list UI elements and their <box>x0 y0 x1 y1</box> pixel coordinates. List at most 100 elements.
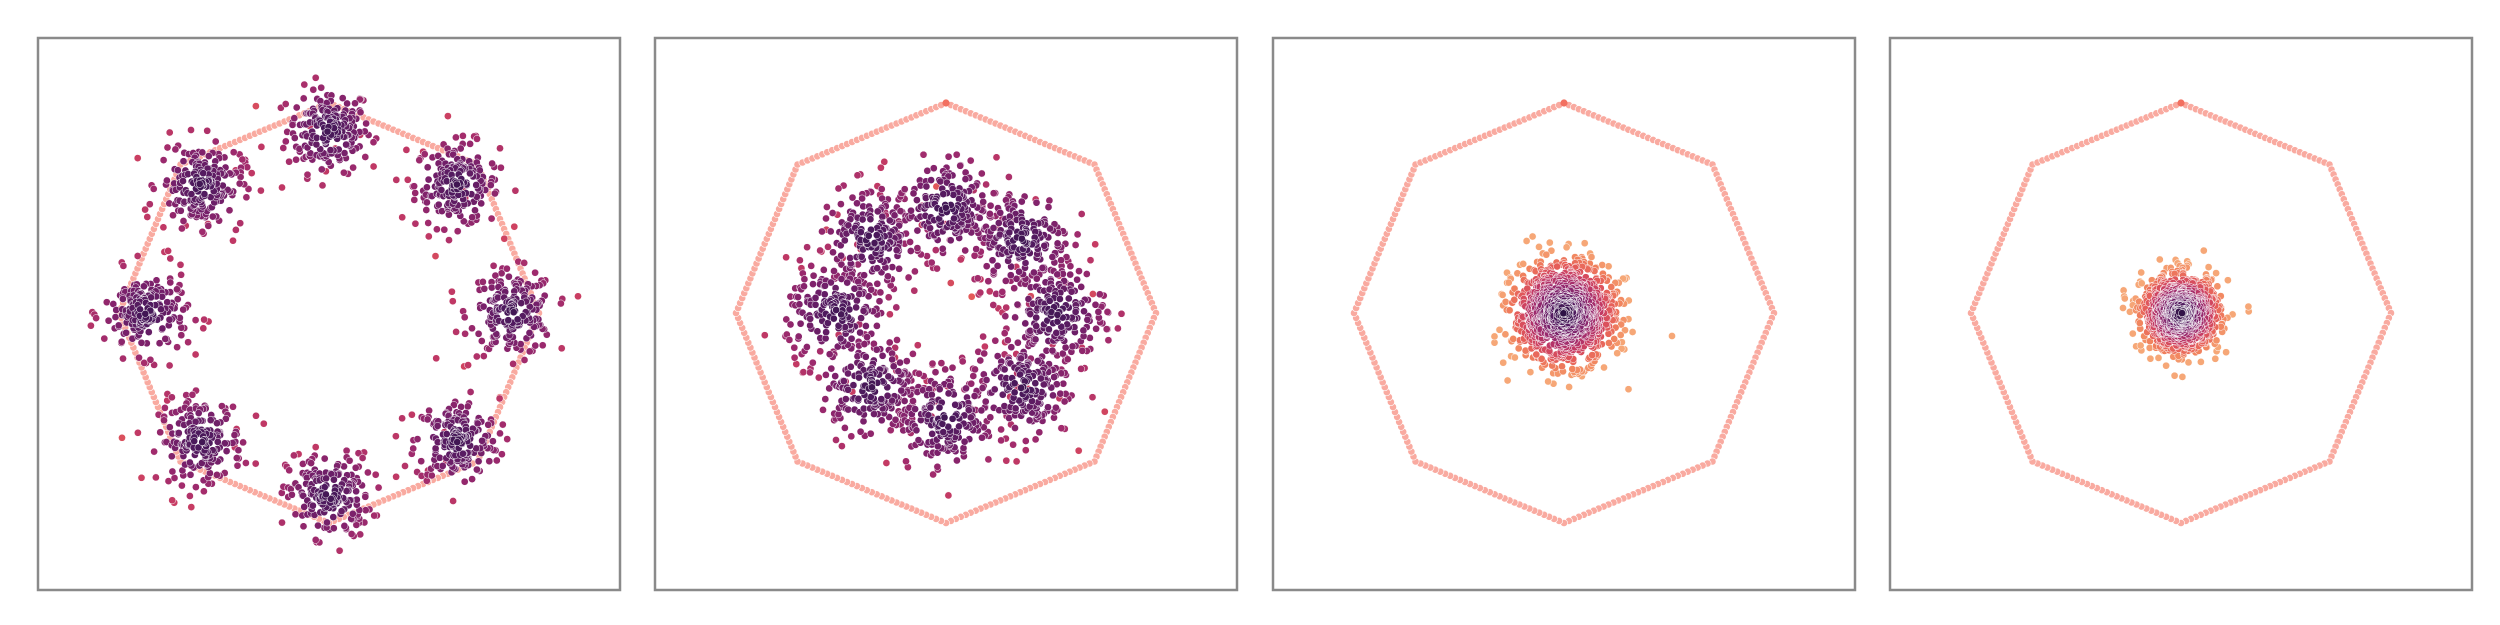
scatter-point <box>860 340 869 348</box>
scatter-point <box>179 177 187 185</box>
scatter-point <box>351 99 359 108</box>
scatter-point <box>998 288 1007 296</box>
scatter-point <box>1010 388 1019 397</box>
scatter-point <box>961 246 970 255</box>
scatter-point <box>479 278 487 286</box>
scatter-point <box>361 153 370 161</box>
scatter-point <box>1012 457 1021 466</box>
scatter-point <box>933 264 941 273</box>
scatter-point <box>900 397 909 405</box>
scatter-point <box>966 413 975 422</box>
scatter-point <box>803 243 811 252</box>
scatter-point <box>194 409 203 417</box>
scatter-point <box>1045 297 1054 305</box>
scatter-point <box>1079 326 1088 335</box>
scatter-point <box>168 467 177 476</box>
scatter-point <box>1057 256 1065 265</box>
scatter-point <box>1049 391 1057 400</box>
scatter-point <box>1021 437 1030 445</box>
scatter-point <box>111 313 120 321</box>
scatter-point <box>290 114 299 123</box>
scatter-point <box>826 227 835 236</box>
scatter-point <box>855 290 864 298</box>
scatter-point <box>1519 260 1528 268</box>
scatter-point <box>398 213 407 222</box>
scatter-point <box>820 290 829 299</box>
scatter-point <box>165 128 174 137</box>
scatter-point <box>852 303 860 312</box>
scatter-point <box>799 368 808 376</box>
scatter-point <box>496 144 504 153</box>
scatter-point <box>460 313 469 322</box>
scatter-point <box>824 319 832 327</box>
scatter-point <box>875 297 884 306</box>
scatter-point <box>326 146 335 154</box>
scatter-point <box>200 487 208 496</box>
scatter-point <box>829 314 838 323</box>
scatter-point <box>1017 354 1025 363</box>
scatter-point <box>312 133 321 142</box>
scatter-point <box>828 209 837 217</box>
scatter-point <box>199 324 208 333</box>
scatter-point <box>177 270 185 279</box>
scatter-point <box>872 231 881 239</box>
scatter-point <box>786 320 795 329</box>
scatter-point <box>821 281 829 290</box>
scatter-point <box>856 427 865 436</box>
scatter-point <box>195 180 204 188</box>
scatter-point <box>281 137 290 146</box>
octagon-top-vertex <box>942 99 950 107</box>
scatter-point <box>946 236 955 245</box>
scatter-point <box>978 384 987 392</box>
scatter-point <box>252 102 260 110</box>
scatter-point <box>856 328 864 337</box>
scatter-point <box>155 339 164 348</box>
scatter-point <box>841 424 849 432</box>
scatter-point <box>204 222 213 230</box>
scatter-point <box>1056 389 1065 398</box>
scatter-point <box>438 462 447 470</box>
scatter-point <box>423 198 431 207</box>
scatter-point <box>816 246 824 255</box>
scatter-point <box>1495 325 1504 334</box>
scatter-point <box>343 99 351 108</box>
scatter-point <box>160 416 168 425</box>
scatter-point <box>440 225 449 234</box>
scatter-point <box>1091 300 1100 309</box>
scatter-point <box>972 245 981 253</box>
scatter-point <box>198 227 207 236</box>
scatter-point <box>87 321 95 330</box>
scatter-point <box>992 153 1001 162</box>
scatter-point <box>1082 270 1091 278</box>
scatter-point <box>187 126 195 134</box>
scatter-point <box>873 264 882 273</box>
scatter-point <box>1562 243 1571 252</box>
scatter-point <box>423 415 432 424</box>
scatter-point <box>186 492 194 500</box>
scatter-point <box>892 246 901 255</box>
scatter-point <box>200 315 208 324</box>
scatter-point <box>895 264 903 273</box>
scatter-point <box>164 477 173 485</box>
scatter-point <box>198 438 207 446</box>
scatter-point <box>862 322 870 330</box>
scatter-point <box>401 462 409 470</box>
scatter-point <box>1001 277 1010 285</box>
scatter-point <box>229 148 238 157</box>
scatter-point <box>794 332 803 341</box>
scatter-point <box>471 206 479 215</box>
scatter-point <box>1009 440 1017 449</box>
scatter-point <box>1103 308 1112 316</box>
scatter-point <box>911 405 919 413</box>
scatter-point <box>473 465 481 474</box>
scatter-point <box>423 183 431 192</box>
scatter-point <box>303 170 312 179</box>
scatter-point <box>459 132 467 140</box>
scatter-point <box>782 253 790 262</box>
scatter-point <box>1565 383 1573 391</box>
scatter-point <box>432 354 441 363</box>
scatter-point <box>1021 319 1030 328</box>
scatter-point <box>822 371 830 379</box>
scatter-point <box>102 298 111 307</box>
scatter-point <box>114 321 123 330</box>
